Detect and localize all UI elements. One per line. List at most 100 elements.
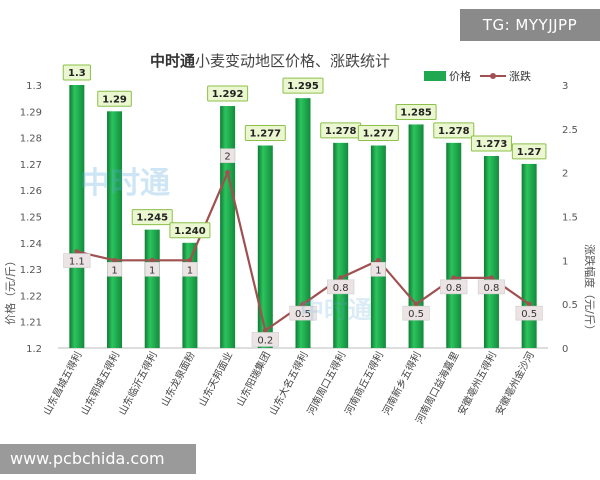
line-value-label: 0.8: [333, 283, 349, 294]
chart-title-rest: 小麦变动地区价格、涨跌统计: [195, 52, 390, 70]
line-label-box: [370, 262, 386, 277]
y-axis-right: 0 0.5 1 1.5 2 2.5 3: [562, 81, 578, 355]
line-point: [526, 301, 532, 307]
y2-tick-label: 1: [562, 256, 568, 267]
line-value-label: 0.5: [521, 309, 537, 320]
bar-label-box: [511, 143, 547, 160]
line-value-label: 0.5: [408, 309, 424, 320]
y2-tick-label: 0.5: [562, 300, 578, 311]
line-point: [338, 275, 344, 281]
x-tick-label: 山东大名五得利: [266, 349, 310, 417]
line-series: [74, 169, 532, 333]
x-tick-label: 河南商丘五得利: [342, 349, 386, 417]
line-value-label: 1: [187, 265, 193, 276]
bar: [370, 145, 386, 348]
line-point: [187, 257, 193, 263]
line-label-box: [327, 279, 355, 295]
y2-tick-label: 2.5: [562, 125, 578, 136]
line-point: [300, 301, 306, 307]
bar-label-box: [470, 135, 512, 152]
bar-value-label: 1.277: [249, 128, 281, 139]
y-tick-label: 1.2: [26, 344, 42, 355]
x-tick-label: 山东龙泉面粉: [158, 349, 198, 408]
line-value-label: 0.5: [295, 309, 311, 320]
x-tick-label: 山东阳瑞集团: [233, 349, 273, 408]
logo-watermark-2: 中时通: [300, 296, 372, 324]
bar-labels: 1.3 1.29 1.245 1.240 1.292 1.277 1.295 1.278 1.2…: [62, 64, 547, 239]
line-point: [451, 275, 457, 281]
bar-label-box: [282, 77, 324, 94]
y-axis-label-right: 涨跌幅度（元/斤）: [583, 244, 597, 336]
legend-swatch-marker: [490, 73, 496, 79]
line-value-label: 0.2: [257, 335, 273, 346]
line-point: [413, 301, 419, 307]
legend: 价格 涨跌: [424, 69, 531, 83]
line-value-label: 1: [149, 265, 155, 276]
line-labels: 1.1 1 1 1 2 0.2 0.5 0.8 1 0.5 0.8 0.8 0.5: [63, 148, 543, 347]
line-label-box: [220, 148, 236, 163]
line-label-box: [251, 332, 279, 347]
bar-value-label: 1.245: [136, 213, 168, 224]
bar: [220, 106, 236, 348]
watermark-footer-url: www.pcbchida.com: [0, 444, 196, 474]
logo-watermark: 中时通: [80, 166, 170, 201]
y2-tick-label: 3: [562, 81, 568, 92]
bar-value-label: 1.240: [174, 226, 206, 237]
line-point: [225, 170, 231, 176]
y-tick-label: 1.26: [20, 186, 42, 197]
line-point: [74, 249, 80, 255]
bar-value-label: 1.285: [400, 107, 432, 118]
bar-label-box: [244, 124, 286, 141]
line-point: [262, 327, 268, 333]
bar-value-label: 1.278: [438, 126, 470, 137]
y-tick-label: 1.29: [20, 107, 42, 118]
chart-title: 中时通小麦变动地区价格、涨跌统计: [150, 52, 390, 70]
bar-label-box: [131, 209, 173, 226]
bar-value-label: 1.292: [212, 89, 244, 100]
y-tick-label: 1.25: [20, 213, 42, 224]
y-tick-label: 1.21: [20, 318, 42, 329]
line-point: [375, 257, 381, 263]
chart-title-brand: 中时通: [150, 52, 195, 70]
line-label-box: [477, 279, 506, 295]
y-tick-label: 1.3: [26, 81, 42, 92]
legend-swatch-bar: [424, 71, 446, 81]
bar-value-label: 1.277: [363, 128, 395, 139]
bar-label-box: [395, 103, 437, 120]
x-tick-label: 山东昌城五得利: [40, 349, 84, 417]
line-value-label: 0.8: [484, 283, 500, 294]
line-point: [149, 257, 155, 263]
watermark-badge: TG: MYYJJPP: [460, 9, 600, 41]
bar: [483, 156, 499, 348]
line-label-box: [107, 262, 122, 277]
line-point: [488, 275, 494, 281]
line-label-box: [440, 279, 468, 295]
y2-tick-label: 0: [562, 344, 568, 355]
bar: [333, 142, 349, 348]
bar: [446, 142, 462, 348]
line-label-box: [144, 262, 160, 277]
line-label-box: [402, 305, 430, 321]
bar: [144, 229, 160, 348]
legend-label: 涨跌: [509, 69, 531, 83]
y-tick-label: 1.24: [20, 239, 42, 250]
bar: [69, 85, 85, 348]
bar-value-label: 1.295: [287, 81, 319, 92]
bar-label-box: [169, 222, 211, 239]
y-tick-label: 1.27: [20, 160, 42, 171]
x-tick-label: 河南周口五得利: [304, 349, 348, 417]
y2-tick-label: 2: [562, 169, 568, 180]
bar-label-box: [62, 64, 91, 81]
line-label-box: [182, 262, 198, 277]
line-point: [112, 257, 118, 263]
bar-label-box: [433, 122, 475, 139]
line-value-label: 2: [224, 152, 230, 163]
y-tick-label: 1.22: [20, 291, 42, 302]
x-tick-label: 山东郓城五得利: [78, 349, 122, 417]
bar-label-box: [97, 90, 132, 107]
bar-value-label: 1.27: [517, 147, 542, 158]
line-value-label: 1: [111, 265, 117, 276]
x-tick-label: 山东天邦面业: [196, 349, 236, 408]
y-axis-left: 1.2 1.21 1.22 1.23 1.24 1.25 1.26 1.27 1.28 1.29 1…: [20, 81, 548, 355]
